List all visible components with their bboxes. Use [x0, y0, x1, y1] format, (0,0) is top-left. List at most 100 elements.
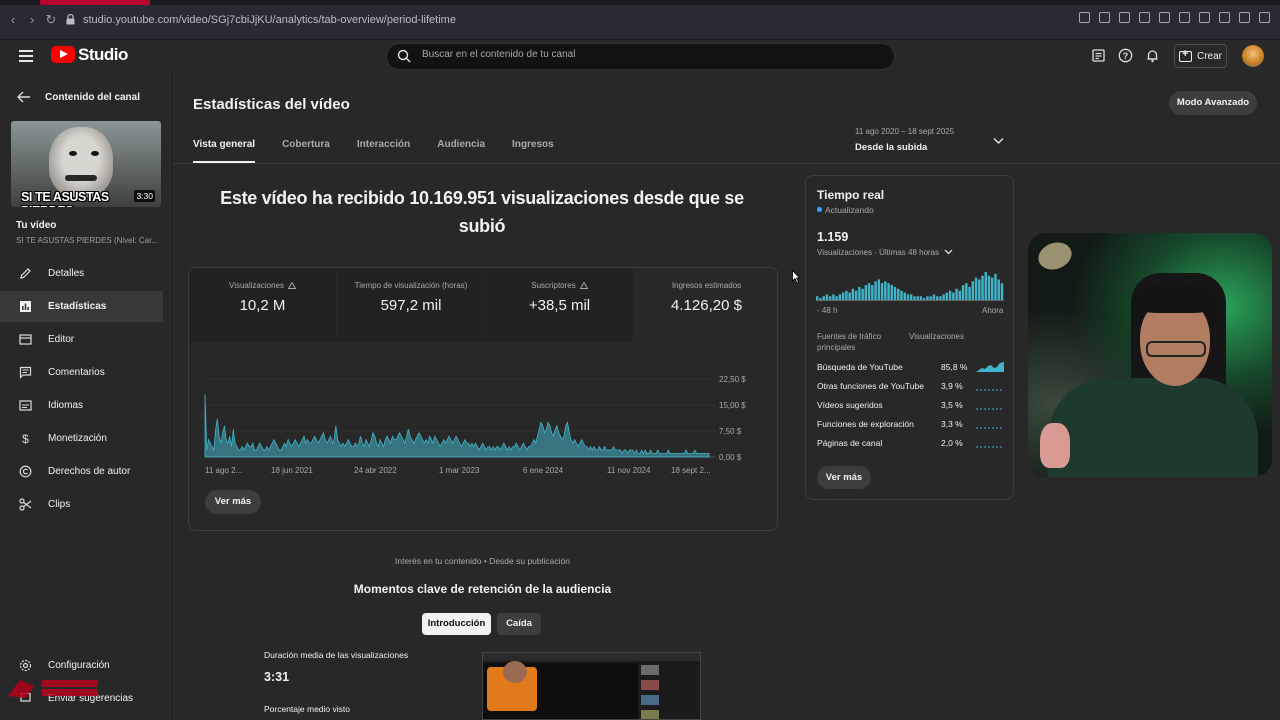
play-icon[interactable] [1159, 12, 1170, 23]
realtime-bar[interactable] [819, 298, 822, 300]
tab-revenue[interactable]: Ingresos [512, 139, 554, 150]
sidebar-item-languages[interactable]: Idiomas [0, 390, 163, 421]
sidebar-item-details[interactable]: Detalles [0, 258, 163, 289]
realtime-bar[interactable] [1000, 283, 1004, 300]
realtime-bar[interactable] [838, 294, 842, 300]
realtime-bar-chart[interactable] [816, 270, 1004, 302]
feedback-icon[interactable] [1091, 48, 1106, 63]
realtime-bar[interactable] [854, 290, 858, 300]
realtime-bar[interactable] [897, 288, 900, 300]
back-arrow-icon[interactable]: ‹ [10, 12, 16, 27]
realtime-bar[interactable] [994, 273, 997, 300]
realtime-bar[interactable] [877, 279, 881, 300]
realtime-bar[interactable] [981, 275, 984, 300]
studio-logo-text[interactable]: Studio [78, 45, 128, 64]
realtime-bar[interactable] [987, 275, 991, 300]
realtime-bar[interactable] [890, 285, 893, 300]
traffic-row[interactable]: Funciones de exploración 3,3 % [817, 419, 1005, 433]
realtime-metric-selector[interactable]: Visualizaciones · Últimas 48 horas [817, 248, 953, 257]
traffic-row[interactable]: Vídeos sugeridos 3,5 % [817, 400, 1005, 414]
advanced-mode-button[interactable]: Modo Avanzado [1169, 91, 1257, 115]
realtime-bar[interactable] [958, 290, 962, 300]
realtime-bar[interactable] [848, 292, 851, 300]
account-icon[interactable] [1219, 12, 1230, 23]
metric-subscribers[interactable]: Suscriptores +38,5 mil [486, 268, 633, 342]
youtube-logo-icon[interactable] [51, 46, 75, 63]
realtime-bar[interactable] [841, 292, 845, 300]
closed-caption-icon[interactable] [1139, 12, 1150, 23]
back-to-content-link[interactable]: Contenido del canal [17, 91, 140, 103]
metric-revenue[interactable]: Ingresos estimados 4.126,20 $ [634, 268, 777, 342]
create-button[interactable]: Crear [1174, 44, 1227, 68]
sidebar-item-analytics[interactable]: Estadísticas [0, 291, 163, 322]
realtime-bar[interactable] [884, 281, 887, 300]
realtime-bar[interactable] [968, 286, 971, 300]
realtime-bar[interactable] [893, 286, 897, 300]
realtime-bar[interactable] [871, 285, 874, 300]
sidebar-item-monetization[interactable]: $ Monetización [0, 423, 163, 454]
shield-icon[interactable] [1119, 12, 1130, 23]
tab-audience[interactable]: Audiencia [437, 139, 486, 150]
realtime-bar[interactable] [984, 272, 987, 300]
traffic-row[interactable]: Otras funciones de YouTube 3,9 % [817, 381, 1005, 395]
tab-drop[interactable]: Caída [497, 613, 541, 635]
extensions-icon[interactable] [1199, 12, 1210, 23]
realtime-bar[interactable] [922, 298, 926, 300]
metric-views[interactable]: Visualizaciones 10,2 M [189, 268, 336, 342]
realtime-bar[interactable] [955, 288, 958, 300]
realtime-bar[interactable] [861, 288, 864, 300]
reload-icon[interactable]: ↻ [45, 12, 57, 27]
realtime-bar[interactable] [867, 283, 871, 300]
realtime-bar[interactable] [991, 277, 994, 300]
realtime-bar[interactable] [935, 296, 939, 300]
browser-active-tab[interactable] [40, 0, 150, 5]
realtime-bar[interactable] [932, 294, 936, 300]
search-box[interactable] [386, 43, 895, 70]
realtime-bar[interactable] [835, 296, 838, 300]
realtime-bar[interactable] [910, 294, 913, 300]
search-input[interactable] [422, 49, 822, 60]
realtime-bar[interactable] [965, 283, 968, 300]
realtime-bar[interactable] [942, 294, 945, 300]
url-bar[interactable]: studio.youtube.com/video/SGj7cbiJjKU/ana… [83, 14, 456, 26]
bell-icon[interactable] [1145, 48, 1160, 63]
metric-watch-time[interactable]: Tiempo de visualización (horas) 597,2 mi… [337, 268, 485, 342]
menu-icon[interactable] [1259, 12, 1270, 23]
realtime-bar[interactable] [939, 296, 942, 300]
realtime-bar[interactable] [832, 294, 835, 300]
realtime-bar[interactable] [903, 292, 906, 300]
realtime-bar[interactable] [906, 294, 910, 300]
sidebar-item-clips[interactable]: Clips [0, 489, 163, 520]
sidebar-item-comments[interactable]: Comentarios [0, 357, 163, 388]
help-icon[interactable]: ? [1118, 48, 1133, 63]
chart-series-area[interactable] [204, 394, 710, 458]
realtime-bar[interactable] [851, 288, 855, 300]
realtime-bar[interactable] [929, 296, 932, 300]
realtime-bar[interactable] [978, 279, 981, 300]
realtime-bar[interactable] [887, 283, 890, 300]
realtime-bar[interactable] [971, 281, 975, 300]
realtime-bar[interactable] [952, 292, 955, 300]
bookmark-icon[interactable] [1079, 12, 1090, 23]
realtime-bar[interactable] [945, 292, 949, 300]
realtime-bar[interactable] [816, 296, 819, 300]
revenue-chart[interactable]: 22,50 $ 15,00 $ 7,50 $ 0,00 $ 11 ago 2... 18 … [201, 363, 777, 483]
realtime-bar[interactable] [913, 296, 916, 300]
realtime-bar[interactable] [828, 296, 832, 300]
realtime-bar[interactable] [825, 294, 829, 300]
realtime-see-more-button[interactable]: Ver más [817, 466, 871, 489]
realtime-bar[interactable] [880, 283, 884, 300]
sidebar-item-settings[interactable]: Configuración [0, 650, 163, 681]
realtime-bar[interactable] [961, 285, 965, 300]
realtime-bar[interactable] [916, 296, 919, 300]
video-thumbnail[interactable]: SI TE ASUSTAS PIERDES 3:30 [11, 121, 161, 207]
tab-engagement[interactable]: Interacción [356, 139, 411, 150]
traffic-row[interactable]: Páginas de canal 2,0 % [817, 438, 1005, 452]
see-more-button[interactable]: Ver más [205, 490, 261, 514]
hamburger-menu-icon[interactable] [19, 50, 33, 62]
avatar[interactable] [1242, 45, 1264, 67]
forward-arrow-icon[interactable]: › [29, 12, 35, 27]
reader-icon[interactable] [1099, 12, 1110, 23]
tab-reach[interactable]: Cobertura [282, 139, 330, 150]
realtime-bar[interactable] [822, 296, 825, 300]
